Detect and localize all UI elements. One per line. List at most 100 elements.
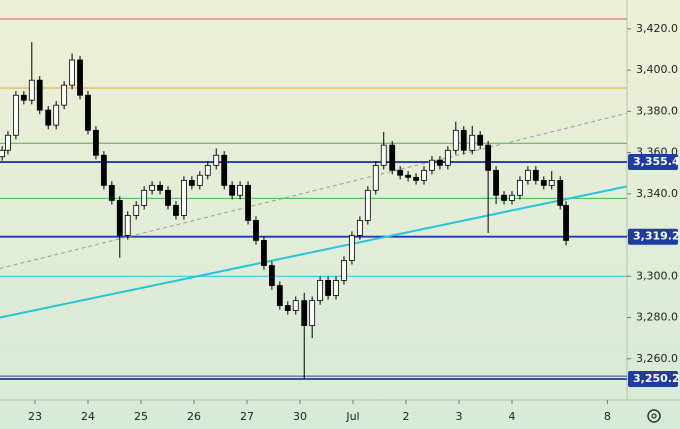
candle [213, 148, 220, 170]
candle [268, 261, 275, 290]
candle-body [53, 104, 60, 126]
candle-body [13, 94, 19, 136]
candle [173, 201, 179, 220]
x-tick-label: 24 [81, 410, 95, 423]
candle [221, 151, 228, 190]
candle [372, 161, 379, 195]
candle [108, 181, 115, 205]
candle [284, 301, 291, 315]
candle [317, 276, 324, 305]
candle [188, 176, 195, 190]
candle [509, 191, 515, 205]
candle-body [509, 194, 515, 201]
candle-body [493, 169, 499, 196]
candle [93, 126, 99, 160]
candle-body [173, 204, 179, 216]
candle [237, 181, 243, 200]
candle [28, 42, 35, 105]
candle-body [317, 280, 324, 302]
candle [477, 131, 484, 150]
candle [405, 171, 412, 182]
candle [485, 141, 492, 233]
y-tick-label: 3,260.0 [636, 352, 678, 365]
candle-body [28, 79, 35, 101]
candle-body [389, 144, 396, 171]
candle [53, 101, 60, 130]
candle-body [61, 84, 68, 106]
candle-body [116, 200, 123, 236]
x-tick-label: 30 [293, 410, 307, 423]
candle [532, 166, 539, 185]
price-badge [628, 370, 678, 387]
x-tick-label: 26 [187, 410, 201, 423]
candle-body [100, 154, 107, 186]
candle [181, 176, 187, 220]
candle-body [524, 169, 531, 181]
candle-body [108, 184, 115, 201]
candle-body [372, 164, 379, 191]
candle-body [45, 109, 52, 126]
price-badge [628, 228, 678, 245]
candle-body [405, 174, 412, 178]
candle-body [563, 204, 569, 241]
candle-body [213, 154, 220, 166]
candle-body [261, 240, 267, 266]
candle [261, 236, 267, 270]
candle [309, 296, 316, 339]
y-tick-label: 3,400.0 [636, 63, 678, 76]
candle [413, 173, 419, 185]
settings-icon[interactable] [647, 409, 661, 423]
candle [13, 91, 19, 140]
candle-body [5, 134, 11, 151]
candle-body [421, 169, 427, 181]
trend-line [0, 185, 628, 319]
y-tick-label: 3,420.0 [636, 22, 678, 35]
candle-body [36, 79, 43, 111]
candle-body [469, 134, 476, 151]
candle [349, 231, 355, 265]
candle-body [149, 184, 156, 191]
candle [165, 186, 171, 210]
candle [276, 281, 283, 310]
candle [229, 181, 236, 200]
candle-body [0, 149, 6, 158]
candle [292, 296, 299, 315]
candle [124, 211, 131, 240]
candle-body [141, 189, 148, 206]
price-badge-label: 3,250.2 [633, 372, 680, 385]
candle-body [548, 180, 555, 186]
candle-body [397, 169, 404, 176]
candle-body [532, 169, 539, 181]
candle-body [517, 180, 523, 196]
y-tick-label: 3,340.0 [636, 187, 678, 200]
candle-body [452, 129, 459, 151]
candle [141, 186, 148, 210]
candle [325, 276, 331, 300]
candle-body [437, 159, 443, 166]
candle [196, 171, 203, 190]
candle [557, 176, 564, 210]
candle-body [301, 300, 308, 326]
candle [85, 91, 91, 135]
candle [45, 105, 52, 130]
candle [36, 76, 43, 115]
candle-body [501, 194, 507, 201]
candle [452, 121, 459, 155]
x-tick-label: 4 [508, 410, 515, 423]
candle [116, 196, 123, 258]
candle [469, 125, 476, 155]
candle-body [77, 59, 83, 96]
y-tick-label: 3,380.0 [636, 104, 678, 117]
candle-body [204, 164, 211, 176]
candle-body [485, 144, 492, 171]
candle-body [20, 94, 27, 101]
candle [389, 141, 396, 175]
price-badge [628, 154, 678, 171]
candle [69, 53, 75, 90]
candle [548, 171, 555, 190]
candle [437, 156, 443, 170]
candle [149, 181, 156, 195]
candle [61, 81, 68, 110]
candle-body [69, 59, 75, 86]
